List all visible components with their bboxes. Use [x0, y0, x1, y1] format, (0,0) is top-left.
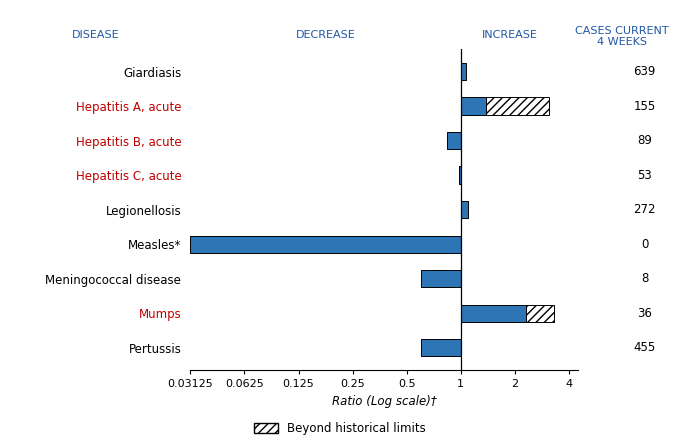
Text: 4 WEEKS: 4 WEEKS	[597, 37, 647, 47]
Bar	[460, 63, 466, 80]
Text: 155: 155	[634, 99, 656, 112]
Bar	[460, 97, 486, 115]
Text: 8: 8	[641, 272, 648, 285]
Legend: Beyond historical limits: Beyond historical limits	[250, 417, 430, 440]
Text: CASES CURRENT: CASES CURRENT	[575, 26, 669, 36]
X-axis label: Ratio (Log scale)†: Ratio (Log scale)†	[332, 395, 437, 408]
Bar	[190, 235, 460, 253]
Text: 455: 455	[634, 341, 656, 354]
Text: 272: 272	[633, 203, 656, 216]
Bar	[459, 166, 460, 184]
Text: DISEASE: DISEASE	[71, 30, 119, 40]
Bar	[460, 201, 468, 218]
Bar	[526, 305, 554, 322]
Text: 36: 36	[637, 307, 652, 320]
Text: 89: 89	[637, 134, 652, 147]
Bar	[421, 270, 460, 287]
Bar	[460, 305, 526, 322]
Text: 0: 0	[641, 238, 648, 251]
Text: 639: 639	[634, 65, 656, 78]
Bar	[421, 339, 460, 356]
Text: 53: 53	[637, 169, 652, 182]
Text: DECREASE: DECREASE	[296, 30, 356, 40]
Bar	[486, 97, 549, 115]
Bar	[447, 132, 460, 149]
Text: INCREASE: INCREASE	[481, 30, 537, 40]
